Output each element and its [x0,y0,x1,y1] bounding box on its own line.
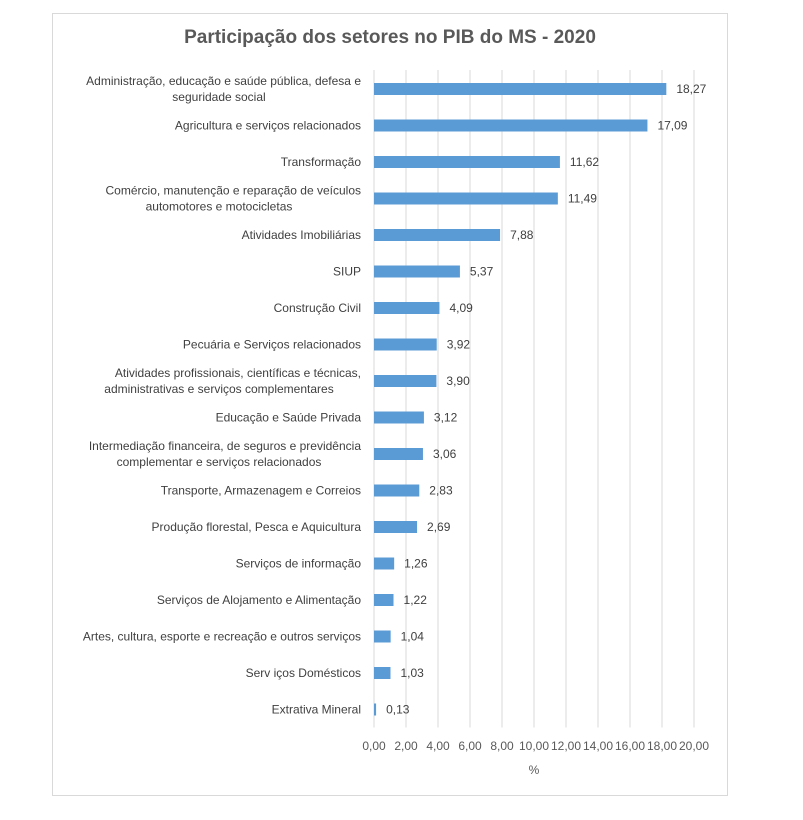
x-tick-label: 16,00 [615,739,645,753]
category-label: Artes, cultura, esporte e recreação e ou… [83,630,361,644]
category-label: Serv iços Domésticos [246,666,361,680]
data-label: 3,90 [446,374,470,388]
bar [374,265,460,278]
category-label: Produção florestal, Pesca e Aquicultura [152,520,362,534]
category-label: Atividades Imobiliárias [242,228,361,242]
data-label: 7,88 [510,228,534,242]
data-label: 2,83 [429,484,453,498]
data-label: 18,27 [676,82,706,96]
x-tick-label: 4,00 [426,739,450,753]
x-tick-label: 8,00 [490,739,514,753]
bar [374,594,394,606]
category-label: Serviços de informação [236,557,362,571]
x-tick-label: 6,00 [458,739,482,753]
bar [374,630,391,643]
bar [374,375,437,387]
category-label: Pecuária e Serviços relacionados [183,338,361,352]
data-label: 1,04 [401,630,425,644]
category-label: Transformação [281,155,362,169]
bar [374,703,377,716]
data-label: 0,13 [386,703,410,717]
bar [374,156,560,168]
category-label: Extrativa Mineral [272,703,361,717]
category-label: Atividades profissionais, científicas e … [115,366,361,380]
category-label: Transporte, Armazenagem e Correios [161,484,361,498]
x-tick-label: 18,00 [647,739,677,753]
bar [374,302,440,314]
category-label: Educação e Saúde Privada [216,411,362,425]
bar [374,338,437,351]
data-label: 2,69 [427,520,451,534]
x-tick-label: 12,00 [551,739,581,753]
category-label: SIUP [333,265,361,279]
category-label: Comércio, manutenção e reparação de veíc… [106,184,361,198]
category-label: seguridade social [172,90,265,104]
data-label: 11,49 [568,192,597,206]
category-label: automotores e motocicletas [146,200,293,214]
bar [374,411,424,424]
category-label: Serviços de Alojamento e Alimentação [157,593,361,607]
category-label: Agricultura e serviços relacionados [175,119,361,133]
data-label: 1,22 [404,593,428,607]
x-tick-label: 10,00 [519,739,549,753]
bar [374,119,648,132]
category-label: Construção Civil [274,301,361,315]
bar [374,192,558,205]
data-label: 5,37 [470,265,494,279]
bar [374,557,395,570]
chart-title: Participação dos setores no PIB do MS - … [184,27,596,48]
data-label: 1,03 [400,666,424,680]
x-tick-label: 14,00 [583,739,613,753]
data-label: 3,92 [447,338,471,352]
x-axis-title: % [529,763,540,777]
data-label: 1,26 [404,557,428,571]
category-label: Administração, educação e saúde pública,… [86,74,361,88]
bar [374,521,418,533]
bar [374,229,501,241]
chart-frame [52,13,728,796]
bar [374,667,391,679]
x-tick-label: 2,00 [394,739,418,753]
data-label: 11,62 [570,155,599,169]
category-label: complementar e serviços relacionados [117,455,322,469]
category-label: administrativas e serviços complementare… [104,382,333,396]
x-tick-label: 20,00 [679,739,709,753]
data-label: 3,06 [433,447,457,461]
x-tick-label: 0,00 [362,739,386,753]
data-label: 3,12 [434,411,458,425]
bar [374,83,667,95]
bar [374,448,423,460]
data-label: 4,09 [449,301,473,315]
data-label: 17,09 [657,119,687,133]
bar [374,484,420,497]
category-label: Intermediação financeira, de seguros e p… [89,439,361,453]
